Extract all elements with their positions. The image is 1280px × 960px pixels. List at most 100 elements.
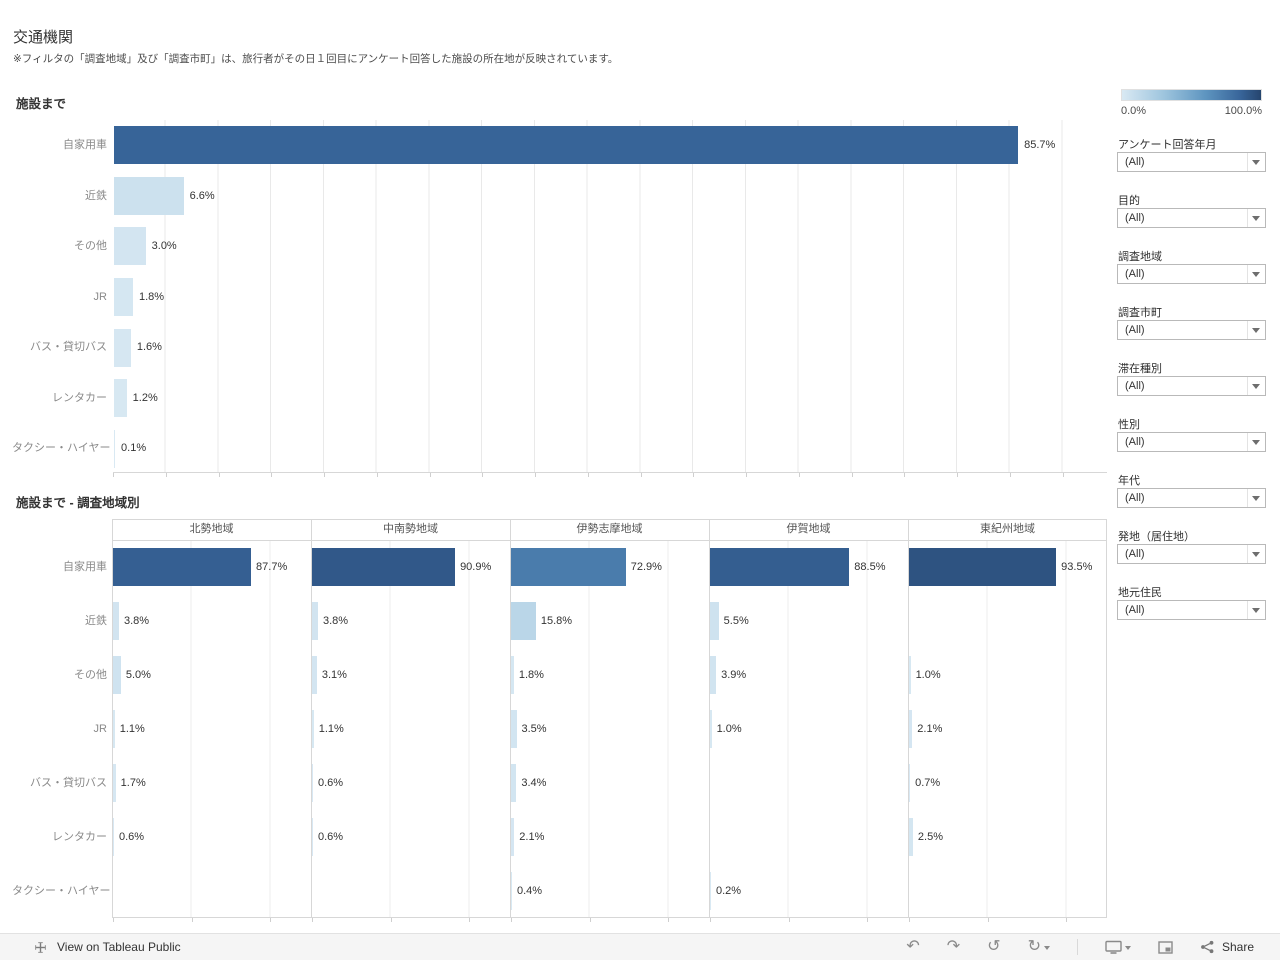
dropdown-arrow-icon[interactable] — [1247, 433, 1265, 451]
redo-icon[interactable]: ↷ — [946, 938, 961, 955]
row-label: JR — [93, 723, 107, 735]
bar-mark[interactable] — [511, 548, 626, 586]
bar-mark[interactable] — [710, 710, 712, 748]
bar-mark[interactable] — [710, 602, 719, 640]
bar-mark[interactable] — [710, 548, 850, 586]
bar-mark[interactable] — [113, 656, 121, 694]
filter-dropdown-8[interactable]: (All) — [1117, 600, 1266, 620]
bar-mark[interactable] — [312, 548, 456, 586]
bar-mark[interactable] — [113, 602, 119, 640]
axis-tick — [390, 918, 392, 922]
filter-block-4: 滞在種別 (All) — [1117, 360, 1266, 416]
dropdown-arrow-icon[interactable] — [1247, 601, 1265, 619]
axis-tick — [589, 918, 591, 922]
axis-tick — [904, 473, 906, 477]
axis-tick — [535, 473, 536, 477]
row-label: 近鉄 — [85, 615, 107, 627]
bar-mark[interactable] — [113, 764, 116, 802]
bar-value-label: 93.5% — [1061, 561, 1093, 573]
dropdown-arrow-icon[interactable] — [1247, 209, 1265, 227]
undo-icon[interactable]: ↶ — [906, 938, 920, 955]
axis-tick — [798, 473, 800, 477]
bar-value-label: 1.1% — [318, 723, 344, 735]
bar-mark[interactable] — [511, 602, 536, 640]
bar-value-label: 0.7% — [915, 777, 941, 789]
cell-gridlines — [909, 541, 1107, 917]
view-on-tableau-public-link[interactable]: View on Tableau Public — [57, 940, 181, 954]
bar-mark[interactable] — [312, 710, 314, 748]
bar-mark[interactable] — [909, 548, 1057, 586]
filter-dropdown-2[interactable]: (All) — [1117, 264, 1266, 284]
row-label: 自家用車 — [63, 561, 107, 573]
bar-mark[interactable] — [312, 764, 313, 802]
bar-mark[interactable] — [312, 656, 317, 694]
bar-mark[interactable] — [511, 872, 512, 910]
axis-tick — [113, 473, 114, 477]
dropdown-arrow-icon[interactable] — [1247, 153, 1265, 171]
bar-mark[interactable] — [114, 126, 1019, 165]
color-legend-gradient — [1121, 89, 1262, 101]
filter-value-2: (All) — [1125, 268, 1145, 280]
bar-mark[interactable] — [909, 656, 911, 694]
refresh-icon[interactable]: ↻ — [1028, 939, 1050, 955]
bar-mark[interactable] — [710, 872, 711, 910]
display-icon[interactable] — [1105, 940, 1131, 954]
bar-value-label: 3.8% — [123, 615, 150, 627]
bar-mark[interactable] — [113, 818, 114, 856]
bar-mark[interactable] — [909, 818, 913, 856]
chevron-down-icon — [1124, 946, 1131, 953]
dropdown-arrow-icon[interactable] — [1247, 489, 1265, 507]
bar-mark[interactable] — [114, 278, 133, 316]
cell-gridlines — [511, 541, 709, 917]
dropdown-arrow-icon[interactable] — [1247, 545, 1265, 563]
filter-dropdown-5[interactable]: (All) — [1117, 432, 1266, 452]
bar-mark[interactable] — [511, 656, 514, 694]
column-header-4: 東紀州地域 — [980, 523, 1035, 535]
bar-mark[interactable] — [114, 379, 127, 418]
bar-mark[interactable] — [113, 710, 115, 748]
filter-dropdown-3[interactable]: (All) — [1117, 320, 1266, 340]
cell-gridlines — [312, 541, 510, 917]
bar-mark[interactable] — [312, 818, 313, 856]
bar-mark[interactable] — [511, 818, 515, 856]
bar-value-label: 3.0% — [151, 240, 177, 253]
share-button[interactable]: Share — [1200, 940, 1254, 954]
dropdown-arrow-icon[interactable] — [1247, 265, 1265, 283]
bar-mark[interactable] — [909, 764, 911, 802]
filter-dropdown-1[interactable]: (All) — [1117, 208, 1266, 228]
filter-label-2: 調査地域 — [1118, 251, 1162, 263]
filter-dropdown-4[interactable]: (All) — [1117, 376, 1266, 396]
dropdown-arrow-icon[interactable] — [1247, 321, 1265, 339]
revert-icon[interactable]: ↺ — [987, 938, 1001, 955]
filter-dropdown-6[interactable]: (All) — [1117, 488, 1266, 508]
tableau-attribution: View on Tableau Public — [33, 940, 181, 955]
bar-value-label: 3.4% — [521, 777, 547, 789]
axis-tick — [867, 918, 869, 922]
column-header-0: 北勢地域 — [189, 523, 234, 535]
filter-dropdown-0[interactable]: (All) — [1117, 152, 1266, 172]
axis-tick — [218, 473, 220, 477]
bar-mark[interactable] — [114, 328, 131, 367]
toolbar-actions: ↶ ↷ ↺ ↻ — [906, 939, 1254, 955]
axis-tick — [693, 473, 695, 477]
bar-value-label: 5.5% — [723, 615, 749, 627]
bar-mark[interactable] — [114, 176, 184, 215]
bar-mark[interactable] — [511, 710, 517, 748]
bar-mark[interactable] — [114, 227, 146, 266]
chart2-title: 施設まで - 調査地域別 — [16, 496, 140, 510]
color-legend-labels: 0.0% 100.0% — [1121, 105, 1262, 117]
bar-mark[interactable] — [710, 656, 717, 694]
filter-dropdown-7[interactable]: (All) — [1117, 544, 1266, 564]
bar-value-label: 90.9% — [460, 561, 492, 573]
bar-mark[interactable] — [511, 764, 517, 802]
bar-mark[interactable] — [312, 602, 318, 640]
axis-tick — [909, 918, 910, 922]
axis-tick — [482, 473, 484, 477]
bar-mark[interactable] — [114, 429, 116, 468]
bar-mark[interactable] — [909, 710, 913, 748]
fullscreen-icon[interactable] — [1158, 940, 1173, 954]
bar-value-label: 1.1% — [119, 723, 145, 735]
dropdown-arrow-icon[interactable] — [1247, 377, 1265, 395]
bar-value-label: 1.0% — [716, 723, 742, 735]
bar-mark[interactable] — [113, 548, 252, 586]
